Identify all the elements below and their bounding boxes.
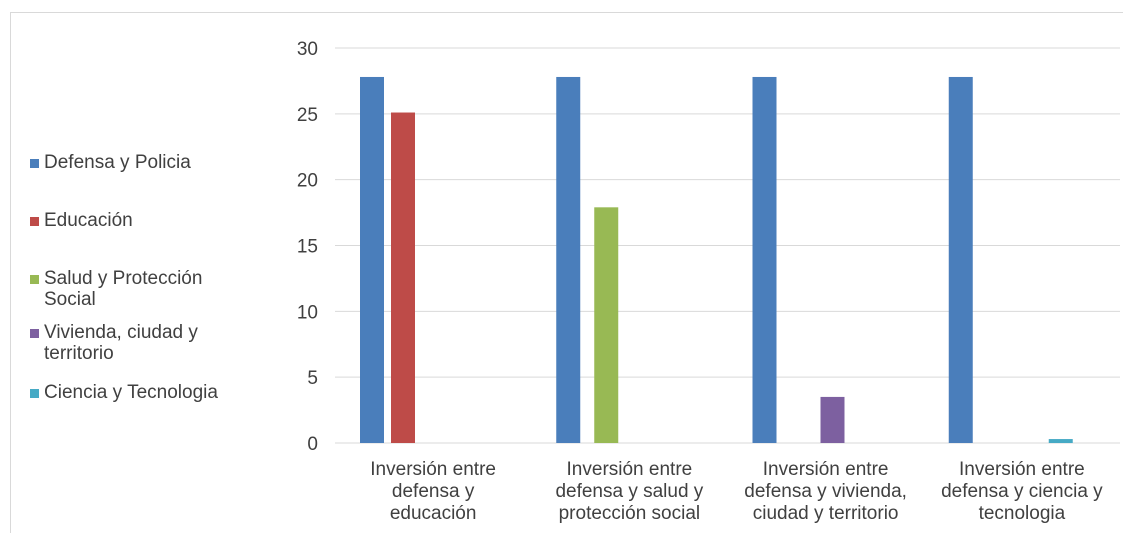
y-tick-label: 0 (307, 434, 318, 455)
bar-defensa-3 (752, 76, 777, 443)
legend-swatch (30, 389, 39, 398)
legend-swatch (30, 275, 39, 284)
legend-item: Vivienda, ciudad y territorio (30, 322, 259, 364)
x-category-label: ciudad y territorio (753, 503, 899, 524)
bar-defensa-2 (556, 76, 581, 443)
y-tick-label: 30 (297, 39, 318, 60)
legend-label: Ciencia y Tecnologia (44, 382, 259, 403)
legend-label-line: Vivienda, ciudad y (44, 322, 198, 343)
x-category-label: Inversión entre (959, 459, 1085, 480)
legend-label-line: Defensa y Policia (44, 152, 191, 173)
x-category-label: Inversión entre (763, 459, 889, 480)
bar-defensa-4 (948, 76, 973, 443)
legend-label: Salud y Protección Social (44, 268, 259, 310)
x-category-label: defensa y ciencia y (941, 481, 1103, 502)
legend-label: Defensa y Policia (44, 152, 259, 173)
x-category-label: defensa y (392, 481, 475, 502)
legend-item: Educación (30, 210, 259, 231)
x-category-label: educación (390, 503, 477, 524)
y-tick-label: 15 (297, 237, 318, 258)
legend-label-line: Educación (44, 210, 133, 231)
bar-defensa-1 (360, 76, 384, 443)
y-tick-label: 5 (307, 368, 318, 389)
bar-comparison-1 (391, 112, 415, 444)
x-category-label: defensa y vivienda, (744, 481, 907, 502)
legend-item: Defensa y Policia (30, 152, 259, 173)
legend-item: Salud y Protección Social (30, 268, 259, 310)
x-category-label: Inversión entre (567, 459, 693, 480)
legend-label-line: Salud y Protección (44, 268, 203, 289)
chart-frame (10, 12, 1123, 533)
x-category-label: Inversión entre (370, 459, 496, 480)
bar-comparison-4 (1048, 439, 1073, 443)
x-category-label: protección social (559, 503, 701, 524)
bar-comparison-2 (594, 207, 619, 443)
bar-comparison-3 (820, 396, 845, 443)
legend-label-line: territorio (44, 343, 114, 364)
legend-label: Educación (44, 210, 259, 231)
x-category-label: defensa y salud y (555, 481, 703, 502)
legend-item: Ciencia y Tecnologia (30, 382, 259, 403)
legend-label: Vivienda, ciudad y territorio (44, 322, 259, 364)
legend-label-line: Social (44, 289, 96, 310)
legend-swatch (30, 159, 39, 168)
legend-swatch (30, 329, 39, 338)
legend-swatch (30, 217, 39, 226)
x-category-label: tecnologia (979, 503, 1066, 524)
legend-label-line: Ciencia y Tecnologia (44, 382, 218, 403)
y-tick-label: 10 (297, 302, 318, 323)
y-tick-label: 20 (297, 171, 318, 192)
y-tick-label: 25 (297, 105, 318, 126)
